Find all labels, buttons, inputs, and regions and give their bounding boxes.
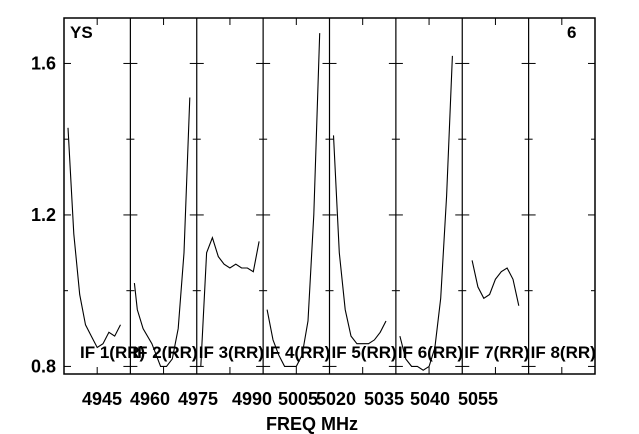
- panel-labels: IF 1(RR)IF 2(RR) IF 3(RR) IF 4(RR) IF 5(RR)…: [80, 343, 596, 362]
- panel-label: IF 8(RR): [531, 343, 596, 362]
- panel-label: IF 4(RR): [265, 343, 330, 362]
- panel-label: IF 2(RR): [132, 343, 197, 362]
- x-tick-label: 5035: [364, 389, 404, 409]
- y-tick-label: 1.2: [31, 205, 56, 225]
- y-tick-label: 1.6: [31, 53, 56, 73]
- series-line: [133, 97, 191, 367]
- panel-dividers: [129, 18, 530, 374]
- panel-label: IF 1(RR): [80, 343, 145, 362]
- x-tick-label: 5020: [316, 389, 356, 409]
- x-axis-title: FREQ MHz: [266, 414, 358, 434]
- panel-label: IF 3(RR): [199, 343, 264, 362]
- series-line: [67, 127, 121, 349]
- series-line: [399, 55, 453, 371]
- x-tick-label: 5055: [458, 389, 498, 409]
- panel-label: IF 7(RR): [464, 343, 529, 362]
- series-line: [266, 33, 321, 367]
- x-tick-label: 4990: [232, 389, 272, 409]
- x-tick-label: 5005: [278, 389, 318, 409]
- series-line: [471, 260, 520, 306]
- series-line: [332, 135, 387, 345]
- series-line: [200, 236, 260, 367]
- y-axis-ticks: 0.8 1.2 1.6: [31, 53, 595, 376]
- x-tick-label: 4945: [82, 389, 122, 409]
- x-tick-label: 5040: [410, 389, 450, 409]
- x-tick-label: 4960: [130, 389, 170, 409]
- series-group: [67, 33, 520, 371]
- chart-label-left: YS: [70, 23, 93, 42]
- chart-label-right: 6: [567, 23, 576, 42]
- y-tick-label: 0.8: [31, 356, 56, 376]
- x-tick-label: 4975: [178, 389, 218, 409]
- panel-label: IF 5(RR): [332, 343, 397, 362]
- panel-label: IF 6(RR): [398, 343, 463, 362]
